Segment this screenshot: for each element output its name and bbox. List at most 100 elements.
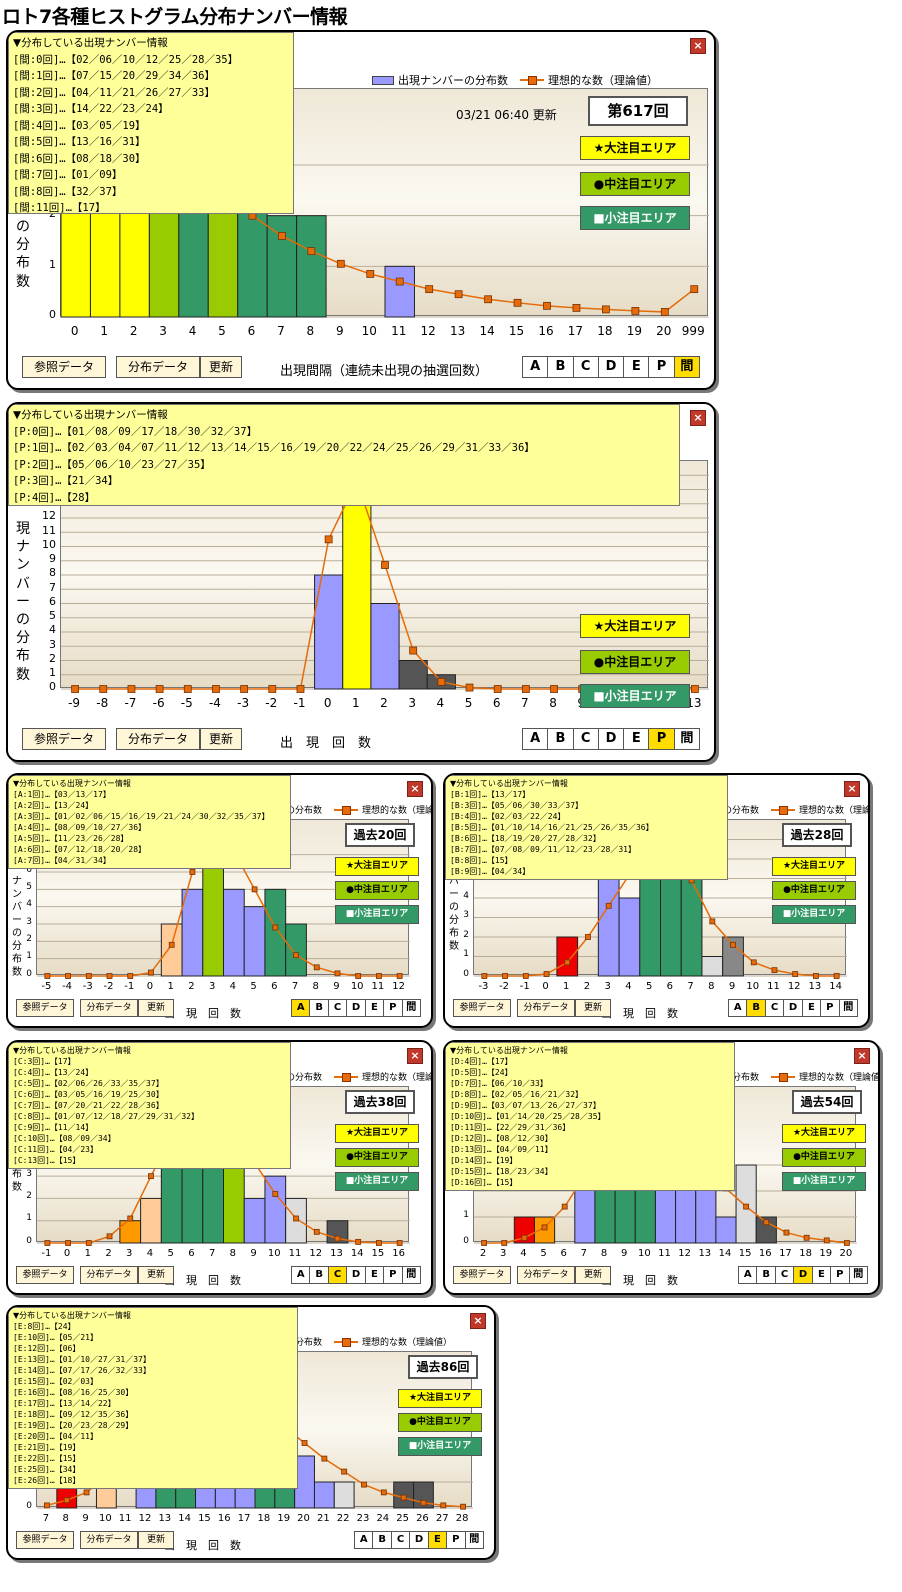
mode-tab-interval[interactable]: 間 (674, 357, 699, 377)
mode-tab-a[interactable]: A (729, 1000, 748, 1016)
mode-tab-d[interactable]: D (347, 1000, 366, 1016)
mode-tab-p[interactable]: P (384, 1000, 403, 1016)
update-button[interactable]: 更新 (200, 356, 242, 378)
close-button[interactable]: × (470, 1313, 486, 1329)
mode-tab-p[interactable]: P (831, 1267, 850, 1283)
mode-tab-d[interactable]: D (598, 357, 625, 377)
reference-data-button[interactable]: 参照データ (22, 356, 106, 378)
close-button[interactable]: × (407, 1048, 423, 1064)
distribution-data-button[interactable]: 分布データ (116, 356, 200, 378)
mode-tab-b[interactable]: B (548, 729, 574, 749)
close-button[interactable]: × (854, 1048, 870, 1064)
mode-tab-p[interactable]: P (447, 1532, 466, 1548)
update-button[interactable]: 更新 (138, 1531, 174, 1549)
mode-tab-e[interactable]: E (365, 1000, 385, 1016)
mode-tab-interval[interactable]: 間 (849, 1267, 867, 1283)
number-info-row: [P:3回]…【21／34】 (13, 475, 119, 487)
mode-tab-c[interactable]: C (328, 1000, 348, 1016)
chart-legend: 出現ナンバーの分布数 理想的な数（理論値） (372, 72, 658, 88)
reference-data-button[interactable]: 参照データ (453, 1266, 511, 1284)
distribution-data-button[interactable]: 分布データ (80, 1266, 138, 1284)
reference-data-button[interactable]: 参照データ (16, 1266, 74, 1284)
mode-tab-c[interactable]: C (573, 357, 599, 377)
reference-data-button[interactable]: 参照データ (16, 999, 74, 1017)
close-button[interactable]: × (690, 410, 706, 426)
reference-data-button[interactable]: 参照データ (453, 999, 511, 1017)
x-tick-label: 6 (560, 1248, 567, 1259)
mode-tab-b[interactable]: B (310, 1000, 329, 1016)
mode-tab-a[interactable]: A (523, 729, 549, 749)
reference-data-button[interactable]: 参照データ (16, 1531, 74, 1549)
number-info-title: ▼分布している出現ナンバー情報 (13, 1046, 131, 1055)
mode-tab-d[interactable]: D (784, 1000, 803, 1016)
ideal-point--3 (85, 973, 92, 979)
x-tick-label: 7 (580, 1248, 588, 1259)
mode-tab-e[interactable]: E (428, 1532, 448, 1548)
mode-tab-p[interactable]: P (384, 1267, 403, 1283)
mode-tab-b[interactable]: B (747, 1000, 766, 1016)
y-axis-label-char: バ (449, 876, 459, 887)
mode-tab-interval[interactable]: 間 (402, 1000, 420, 1016)
update-button[interactable]: 更新 (575, 999, 611, 1017)
mode-tab-d[interactable]: D (347, 1267, 366, 1283)
mode-tab-c[interactable]: C (765, 1000, 785, 1016)
update-button[interactable]: 更新 (138, 1266, 174, 1284)
distribution-data-button[interactable]: 分布データ (517, 999, 575, 1017)
ideal-point-999 (690, 285, 699, 294)
x-tick-label: 6 (271, 981, 278, 992)
x-tick-label: 2 (380, 696, 388, 710)
close-button[interactable]: × (407, 781, 423, 797)
mode-tab-c[interactable]: C (391, 1532, 411, 1548)
mode-tab-e[interactable]: E (624, 729, 650, 749)
x-tick-label: 13 (698, 1248, 712, 1259)
distribution-data-button[interactable]: 分布データ (80, 1531, 138, 1549)
number-info-row: [D:8回]…【02／05／16／21／32】 (450, 1090, 584, 1099)
area-major-tag: ★大注目エリア (335, 857, 419, 876)
mode-tab-d[interactable]: D (410, 1532, 429, 1548)
ideal-point--4 (212, 685, 220, 693)
mode-tab-a[interactable]: A (355, 1532, 374, 1548)
mode-tab-e[interactable]: E (812, 1267, 832, 1283)
bar-8 (701, 956, 724, 977)
mode-tab-c[interactable]: C (775, 1267, 795, 1283)
mode-tab-p[interactable]: P (821, 1000, 840, 1016)
mode-tab-a[interactable]: A (739, 1267, 758, 1283)
mode-tab-e[interactable]: E (624, 357, 650, 377)
number-info-row: [D:7回]…【06／10／33】 (450, 1079, 548, 1088)
mode-tab-b[interactable]: B (373, 1532, 392, 1548)
mode-tab-b[interactable]: B (757, 1267, 776, 1283)
distribution-data-button[interactable]: 分布データ (80, 999, 138, 1017)
mode-tab-d[interactable]: D (794, 1267, 813, 1283)
mode-tab-interval[interactable]: 間 (839, 1000, 857, 1016)
mode-tab-interval[interactable]: 間 (402, 1267, 420, 1283)
mode-tab-b[interactable]: B (310, 1267, 329, 1283)
ideal-point-15 (376, 1240, 382, 1246)
mode-tab-interval[interactable]: 間 (465, 1532, 483, 1548)
distribution-data-button[interactable]: 分布データ (116, 728, 200, 750)
close-button[interactable]: × (690, 38, 706, 54)
mode-tab-c[interactable]: C (328, 1267, 348, 1283)
mode-tab-interval[interactable]: 間 (674, 729, 699, 749)
mode-tab-d[interactable]: D (598, 729, 625, 749)
update-button[interactable]: 更新 (575, 1266, 611, 1284)
y-axis-label-char: 分 (449, 915, 459, 926)
mode-tab-a[interactable]: A (292, 1000, 311, 1016)
reference-data-button[interactable]: 参照データ (22, 728, 106, 750)
mode-tab-e[interactable]: E (365, 1267, 385, 1283)
mode-tab-a[interactable]: A (523, 357, 549, 377)
bar-4 (618, 897, 641, 977)
mode-tab-e[interactable]: E (802, 1000, 822, 1016)
distribution-data-button[interactable]: 分布データ (517, 1266, 575, 1284)
mode-tab-b[interactable]: B (548, 357, 574, 377)
y-axis-label-char: 布 (12, 1169, 22, 1180)
mode-tab-a[interactable]: A (292, 1267, 311, 1283)
update-button[interactable]: 更新 (200, 728, 242, 750)
mode-tab-p[interactable]: P (649, 729, 675, 749)
mode-tab-p[interactable]: P (649, 357, 675, 377)
draw-count-label: 過去20回 (345, 823, 415, 847)
close-button[interactable]: × (844, 781, 860, 797)
mode-tab-c[interactable]: C (573, 729, 599, 749)
update-button[interactable]: 更新 (138, 999, 174, 1017)
ideal-point-4 (521, 1234, 528, 1241)
y-tick-label: 4 (49, 623, 56, 637)
